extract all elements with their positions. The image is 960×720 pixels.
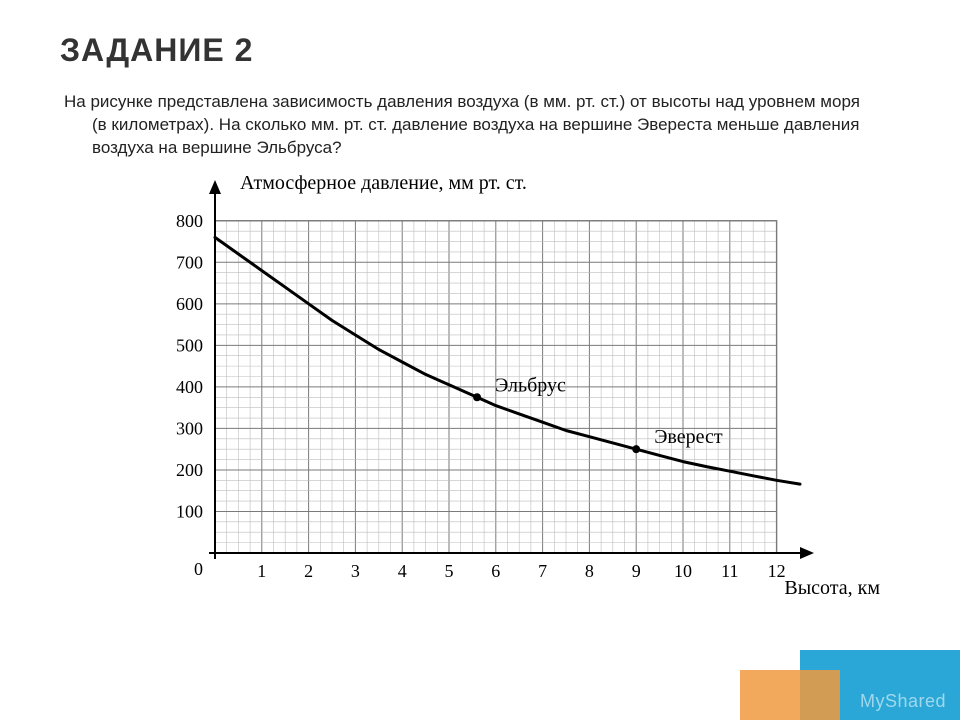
svg-text:600: 600 — [176, 294, 203, 314]
y-axis-title: Атмосферное давление, мм рт. ст. — [240, 172, 527, 195]
svg-text:9: 9 — [632, 561, 641, 581]
svg-text:100: 100 — [176, 501, 203, 521]
svg-text:700: 700 — [176, 252, 203, 272]
svg-text:2: 2 — [304, 561, 313, 581]
svg-text:500: 500 — [176, 335, 203, 355]
x-axis-title: Высота, км — [784, 577, 880, 600]
pressure-chart: 1002003004005006007008000123456789101112… — [120, 178, 820, 598]
svg-text:5: 5 — [445, 561, 454, 581]
svg-text:6: 6 — [491, 561, 500, 581]
svg-text:3: 3 — [351, 561, 360, 581]
question-text: На рисунке представлена зависимость давл… — [88, 91, 900, 160]
task-title: ЗАДАНИЕ 2 — [60, 32, 900, 69]
svg-text:12: 12 — [768, 561, 786, 581]
svg-text:Эверест: Эверест — [654, 426, 723, 448]
chart-area: Атмосферное давление, мм рт. ст. 1002003… — [120, 178, 820, 598]
svg-text:400: 400 — [176, 377, 203, 397]
svg-text:4: 4 — [398, 561, 407, 581]
svg-text:7: 7 — [538, 561, 547, 581]
svg-text:8: 8 — [585, 561, 594, 581]
svg-text:300: 300 — [176, 418, 203, 438]
slide: ЗАДАНИЕ 2 На рисунке представлена зависи… — [0, 0, 960, 720]
svg-text:0: 0 — [194, 559, 203, 579]
svg-text:1: 1 — [257, 561, 266, 581]
svg-text:10: 10 — [674, 561, 692, 581]
svg-text:Эльбрус: Эльбрус — [495, 374, 566, 396]
svg-text:200: 200 — [176, 460, 203, 480]
svg-text:11: 11 — [721, 561, 738, 581]
svg-text:800: 800 — [176, 211, 203, 231]
